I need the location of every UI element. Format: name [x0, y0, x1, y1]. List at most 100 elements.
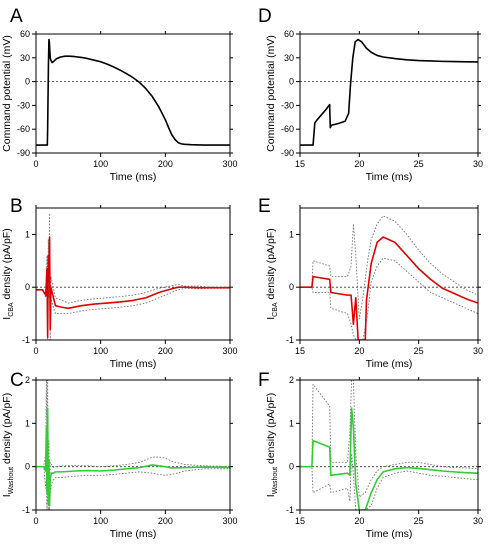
y-tick-label: -90 — [281, 148, 294, 158]
panel-a: 0 100 200 300 -90 -60 -30 0 30 60 Time (ms) Command… — [1, 6, 238, 183]
x-tick-label: 20 — [354, 346, 364, 356]
x-axis-label: Time (ms) — [110, 528, 157, 540]
y-tick-label: 30 — [20, 53, 30, 63]
y-axis-label: IWashout density (pA/pF) — [265, 393, 279, 497]
traces — [36, 212, 230, 340]
y-label-main: I — [1, 494, 13, 497]
y-tick-label: -1 — [286, 335, 294, 345]
y-tick-label: 0 — [25, 77, 30, 87]
y-tick-label: 1 — [289, 229, 294, 239]
y-tick-label: 2 — [25, 375, 30, 385]
y-tick-label: 30 — [284, 53, 294, 63]
y-label-subscript: Washout — [272, 467, 279, 494]
y-tick-label: 0 — [289, 282, 294, 292]
plot-frame — [35, 379, 231, 511]
plot-frame — [299, 207, 479, 341]
x-tick-label: 200 — [158, 346, 173, 356]
x-tick-label: 300 — [222, 346, 237, 356]
x-tick-label: 20 — [354, 159, 364, 169]
y-tick-label: -60 — [17, 124, 30, 134]
x-tick-label: 15 — [295, 346, 305, 356]
sem-trace — [300, 257, 478, 340]
x-tick-label: 300 — [222, 516, 237, 526]
x-tick-label: 20 — [354, 516, 364, 526]
x-tick-label: 0 — [33, 516, 38, 526]
sem-trace — [36, 255, 230, 340]
x-tick-label: 25 — [414, 516, 424, 526]
y-tick-label: 60 — [284, 29, 294, 39]
panel-letter: D — [258, 6, 272, 27]
sem-trace — [36, 380, 230, 502]
x-tick-label: 25 — [414, 346, 424, 356]
y-label-rest: density (pA/pF) — [265, 393, 277, 467]
x-axis-label: Time (ms) — [366, 528, 413, 540]
y-label-subscript: CBA — [272, 302, 279, 317]
y-tick-label: 1 — [289, 418, 294, 428]
x-tick-label: 200 — [158, 159, 173, 169]
y-tick-label: -30 — [17, 100, 30, 110]
y-label-rest: density (pA/pF) — [265, 228, 277, 302]
x-tick-label: 15 — [295, 159, 305, 169]
x-tick-label: 0 — [33, 159, 38, 169]
x-tick-label: 30 — [473, 516, 483, 526]
x-tick-label: 100 — [93, 159, 108, 169]
plot-frame — [299, 33, 479, 154]
y-tick-label: -1 — [22, 335, 30, 345]
y-tick-label: 0 — [289, 77, 294, 87]
x-tick-label: 15 — [295, 516, 305, 526]
traces — [36, 380, 230, 510]
x-tick-label: 100 — [93, 346, 108, 356]
y-tick-label: -1 — [286, 505, 294, 515]
y-tick-label: 1 — [25, 229, 30, 239]
y-tick-label: 2 — [289, 375, 294, 385]
x-tick-label: 100 — [93, 516, 108, 526]
y-tick-label: 1 — [25, 418, 30, 428]
y-label-rest: density (pA/pF) — [1, 228, 13, 302]
y-label-main: I — [265, 494, 277, 497]
mean-trace — [300, 236, 478, 340]
y-axis-label: Command potential (mV) — [265, 35, 277, 152]
y-tick-label: -90 — [17, 148, 30, 158]
sem-trace — [300, 380, 478, 498]
traces — [300, 215, 478, 340]
y-axis-label: Command potential (mV) — [1, 35, 13, 152]
y-label-main: I — [1, 317, 13, 320]
sem-trace — [300, 453, 478, 510]
y-axis-label: ICBA density (pA/pF) — [1, 228, 15, 319]
panel-letter: B — [10, 196, 23, 217]
x-tick-label: 25 — [414, 159, 424, 169]
sem-trace — [36, 212, 230, 330]
mean-trace — [300, 38, 478, 146]
x-axis-label: Time (ms) — [110, 358, 157, 370]
y-tick-label: 0 — [25, 282, 30, 292]
x-tick-label: 30 — [473, 346, 483, 356]
mean-trace — [36, 236, 230, 339]
x-tick-label: 0 — [33, 346, 38, 356]
mean-trace — [36, 407, 230, 507]
panel-letter: F — [258, 370, 270, 391]
y-tick-label: 60 — [20, 29, 30, 39]
plot-frame — [35, 207, 231, 341]
traces — [36, 38, 230, 146]
x-axis-label: Time (ms) — [366, 358, 413, 370]
plot-frame — [35, 33, 231, 154]
y-tick-label: -30 — [281, 100, 294, 110]
x-axis-label: Time (ms) — [110, 171, 157, 183]
y-tick-label: -60 — [281, 124, 294, 134]
x-tick-label: 200 — [158, 516, 173, 526]
y-tick-label: -1 — [22, 505, 30, 515]
y-label-rest: density (pA/pF) — [1, 393, 13, 467]
plot-frame — [299, 379, 479, 511]
y-label-subscript: CBA — [8, 302, 15, 317]
panel-letter: E — [258, 196, 271, 217]
x-tick-label: 30 — [473, 159, 483, 169]
panel-e: 15 20 25 30 -1 0 1 Time (ms) ICBA density (pA/pF… — [258, 196, 483, 370]
mean-trace — [300, 407, 478, 510]
x-tick-label: 300 — [222, 159, 237, 169]
panel-f: 15 20 25 30 -1 0 1 2 Time (ms) IWashout density (… — [258, 370, 483, 540]
sem-trace — [36, 453, 230, 510]
panel-d: 15 20 25 30 -90 -60 -30 0 30 60 Time (ms) Command p… — [258, 6, 483, 183]
